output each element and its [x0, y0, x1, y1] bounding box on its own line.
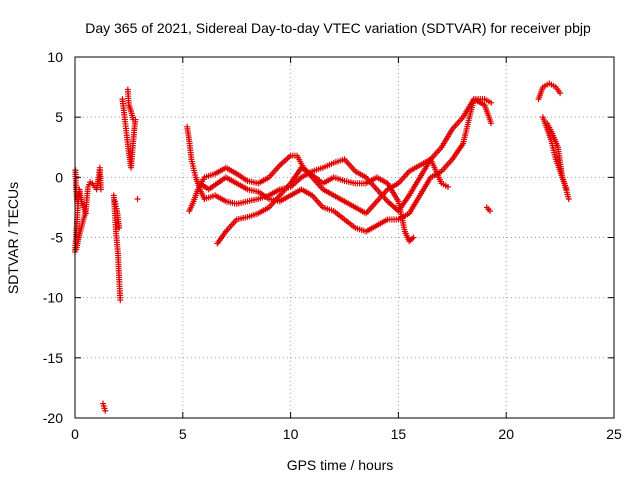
y-tick-label: 5	[55, 109, 63, 125]
grid-lines	[75, 57, 614, 418]
y-tick-label: -15	[43, 350, 63, 366]
data-point	[487, 208, 494, 215]
x-tick-label: 15	[391, 426, 407, 442]
plot-frame	[74, 56, 615, 419]
data-point	[75, 192, 82, 199]
y-tick-label: -10	[43, 290, 63, 306]
data-point	[488, 120, 495, 127]
y-tick-label: 10	[47, 49, 63, 65]
data-point	[117, 297, 124, 304]
data-point	[116, 224, 123, 231]
x-tick-label: 20	[498, 426, 514, 442]
data-point	[134, 195, 141, 202]
data-points	[72, 80, 572, 414]
y-tick-label: -20	[43, 410, 63, 426]
y-tick-label: -5	[51, 230, 64, 246]
data-point	[563, 186, 570, 193]
data-point	[565, 195, 572, 202]
y-axis-label: SDTVAR / TECUs	[5, 182, 21, 294]
data-point	[410, 234, 417, 241]
data-point	[557, 90, 564, 97]
x-axis-label: GPS time / hours	[287, 457, 394, 473]
x-tick-label: 10	[283, 426, 299, 442]
x-tick-label: 5	[179, 426, 187, 442]
tick-labels: 0 5 10 15 20 25 -20 -15 -10 -5 0 5 10	[43, 49, 622, 442]
x-tick-label: 0	[71, 426, 79, 442]
data-point	[488, 99, 495, 106]
data-point	[130, 116, 137, 123]
data-point	[444, 183, 451, 190]
data-point	[102, 407, 109, 414]
y-tick-label: 0	[55, 169, 63, 185]
chart-title: Day 365 of 2021, Sidereal Day-to-day VTE…	[85, 20, 591, 36]
x-tick-label: 25	[606, 426, 622, 442]
data-point	[97, 186, 104, 193]
